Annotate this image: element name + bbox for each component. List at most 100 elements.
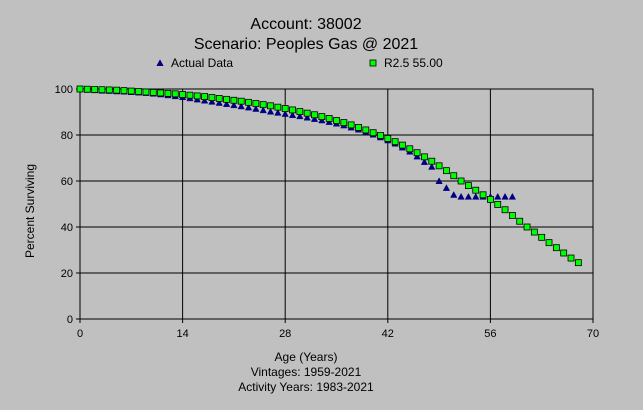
fitted-curve-point bbox=[237, 97, 245, 105]
legend-marker bbox=[369, 59, 377, 67]
fitted-curve-point bbox=[186, 91, 194, 99]
fitted-curve-point bbox=[274, 103, 282, 111]
fitted-curve-point bbox=[303, 109, 311, 117]
fitted-curve-point bbox=[457, 177, 465, 185]
fitted-curve-point bbox=[384, 135, 392, 142]
footnote-vintages: Vintages: 1959-2021 bbox=[251, 365, 362, 379]
data-series bbox=[76, 85, 582, 267]
actual-data-point bbox=[303, 113, 311, 121]
fitted-curve-point bbox=[413, 149, 421, 157]
plot-area bbox=[79, 88, 594, 320]
fitted-curve-point bbox=[450, 172, 458, 180]
fitted-curve-point bbox=[149, 89, 157, 96]
actual-data-point bbox=[281, 110, 289, 117]
actual-data-point bbox=[288, 111, 297, 118]
footnote-activity-years: Activity Years: 1983-2021 bbox=[238, 380, 374, 394]
fitted-curve-point bbox=[494, 201, 502, 208]
chart-subtitle: Scenario: Peoples Gas @ 2021 bbox=[194, 36, 418, 53]
fitted-curve-point bbox=[362, 126, 370, 134]
fitted-curve-point bbox=[230, 96, 238, 104]
y-tick-label: 20 bbox=[61, 268, 73, 280]
y-tick-label: 60 bbox=[61, 176, 73, 188]
actual-data-point bbox=[266, 107, 275, 115]
fitted-curve-point bbox=[142, 88, 150, 96]
fitted-curve-point bbox=[523, 223, 531, 231]
fitted-curve-point bbox=[296, 108, 304, 115]
fitted-curve-point bbox=[391, 138, 399, 146]
fitted-curve-point bbox=[486, 195, 494, 203]
fitted-curve-point bbox=[501, 206, 509, 214]
actual-data-point bbox=[435, 177, 443, 184]
fitted-curve-point bbox=[245, 98, 252, 106]
fitted-curve-point bbox=[105, 86, 113, 94]
actual-data-point bbox=[428, 163, 436, 170]
y-tick-label: 100 bbox=[55, 84, 73, 96]
fitted-curve-point bbox=[545, 239, 553, 247]
fitted-curve-point bbox=[281, 105, 289, 112]
fitted-curve-point bbox=[472, 186, 480, 194]
fitted-curve-point bbox=[252, 100, 260, 107]
x-tick-label: 56 bbox=[484, 328, 496, 340]
legend-marker bbox=[156, 59, 164, 66]
actual-data-point bbox=[472, 192, 480, 200]
actual-data-point bbox=[230, 101, 238, 109]
actual-data-point bbox=[442, 184, 451, 191]
actual-data-point bbox=[420, 158, 429, 165]
actual-data-point bbox=[215, 99, 223, 106]
fitted-curve-point bbox=[530, 228, 538, 236]
fitted-curve-point bbox=[91, 86, 99, 93]
fitted-curve-point bbox=[399, 141, 406, 149]
x-axis-label: Age (Years) bbox=[275, 350, 338, 364]
fitted-curve-point bbox=[171, 90, 179, 98]
actual-data-point bbox=[450, 191, 458, 198]
fitted-curve-point bbox=[83, 85, 91, 93]
chart-title: Account: 38002 bbox=[250, 16, 361, 33]
actual-data-point bbox=[508, 192, 517, 200]
fitted-curve-point bbox=[98, 86, 106, 94]
x-tick-label: 0 bbox=[77, 328, 83, 340]
grid bbox=[80, 89, 593, 319]
fitted-curve-point bbox=[508, 212, 516, 219]
y-tick-label: 80 bbox=[61, 130, 73, 142]
fitted-curve-point bbox=[76, 85, 84, 93]
actual-data-point bbox=[200, 96, 209, 104]
fitted-curve-point bbox=[333, 117, 340, 124]
series-actual-data bbox=[76, 85, 517, 200]
y-tick-label: 40 bbox=[61, 222, 73, 234]
fitted-curve-point bbox=[538, 233, 546, 241]
fitted-curve-point bbox=[311, 111, 318, 119]
actual-data-point bbox=[259, 106, 267, 114]
fitted-curve-point bbox=[560, 249, 568, 257]
legend: Actual Data R2.5 55.00 bbox=[156, 56, 443, 70]
fitted-curve-point bbox=[516, 217, 524, 225]
actual-data-point bbox=[464, 192, 473, 200]
actual-data-point bbox=[244, 103, 253, 111]
fitted-curve-point bbox=[355, 124, 362, 131]
x-tick-label: 42 bbox=[382, 328, 394, 340]
y-axis-label: Percent Surviving bbox=[23, 164, 37, 258]
actual-data-point bbox=[208, 97, 216, 105]
y-tick-label: 0 bbox=[67, 314, 73, 326]
actual-data-point bbox=[457, 192, 465, 200]
fitted-curve-point bbox=[325, 115, 333, 122]
axis-ticks: 0 14 28 42 56 70 0 20 40 60 80 100 bbox=[55, 84, 599, 340]
actual-data-point bbox=[318, 116, 326, 124]
fitted-curve-point bbox=[267, 102, 274, 110]
fitted-curve-point bbox=[552, 244, 560, 252]
actual-data-point bbox=[501, 192, 509, 200]
fitted-curve-point bbox=[428, 157, 436, 165]
fitted-curve-point bbox=[164, 89, 172, 97]
fitted-curve-point bbox=[201, 93, 208, 100]
fitted-curve-point bbox=[289, 106, 296, 114]
fitted-curve-point bbox=[421, 153, 428, 161]
actual-data-point bbox=[237, 102, 245, 110]
fitted-curve-point bbox=[406, 145, 414, 153]
actual-data-point bbox=[413, 152, 421, 160]
fitted-curve-point bbox=[208, 94, 216, 101]
fitted-curve-point bbox=[369, 129, 377, 137]
fitted-curve-point bbox=[443, 167, 450, 175]
fitted-curve-point bbox=[135, 88, 143, 95]
actual-data-point bbox=[494, 192, 502, 200]
